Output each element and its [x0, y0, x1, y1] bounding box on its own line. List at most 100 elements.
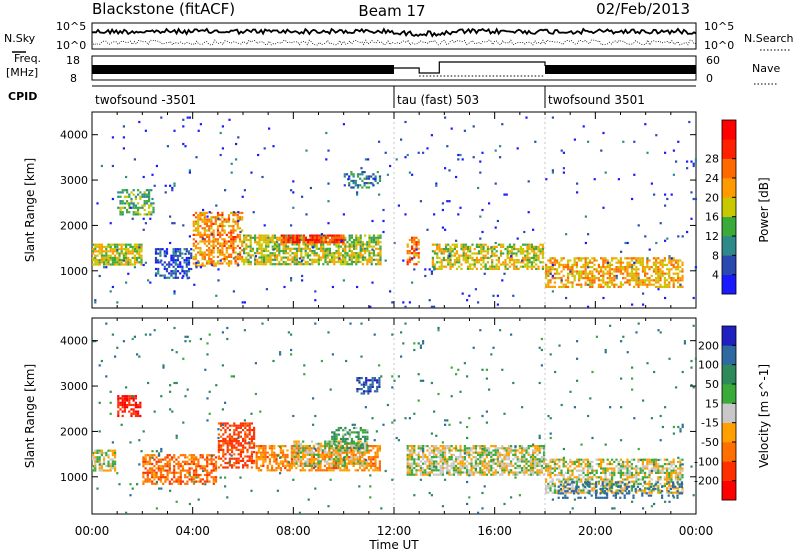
scatter-cell	[374, 175, 377, 178]
scatter-cell	[216, 247, 220, 250]
scatter-cell	[335, 460, 338, 463]
scatter-cell	[148, 471, 152, 474]
scatter-cell	[537, 245, 540, 248]
scatter-cell	[223, 220, 226, 223]
scatter-cell	[356, 186, 360, 189]
scatter-cell	[530, 267, 533, 270]
scatter-cell	[313, 252, 316, 255]
scatter-cell	[334, 467, 337, 470]
scatter-cell	[123, 395, 126, 398]
scatter-cell	[503, 453, 506, 456]
scatter-cell	[295, 451, 298, 454]
scatter-cell	[547, 272, 550, 275]
scatter-cell	[139, 195, 142, 198]
scatter-cell	[333, 254, 336, 257]
scatter-cell	[195, 456, 198, 459]
scatter-cell	[295, 442, 298, 445]
scatter-cell	[373, 178, 376, 181]
scatter-cell	[670, 277, 673, 280]
scatter-cell	[358, 381, 361, 384]
scatter-cell	[293, 464, 296, 467]
scatter-cell	[677, 261, 680, 264]
scatter-cell	[181, 265, 184, 268]
scatter-cell	[245, 260, 248, 264]
scatter-cell	[133, 254, 136, 257]
scatter-cell	[483, 451, 486, 454]
scatter-cell	[175, 480, 178, 483]
scatter-cell	[176, 270, 180, 273]
scatter-cell	[119, 213, 122, 216]
scatter-cell	[308, 464, 311, 467]
scatter-cell	[357, 243, 360, 246]
scatter-cell	[541, 252, 544, 255]
scatter-cell	[186, 116, 189, 119]
scatter-cell	[369, 385, 372, 388]
scatter-cell	[264, 456, 267, 459]
scatter-cell	[310, 458, 314, 461]
scatter-cell	[513, 267, 516, 270]
scatter-cell	[251, 254, 254, 257]
scatter-cell	[129, 263, 132, 266]
scatter-cell	[494, 449, 497, 452]
scatter-cell	[184, 456, 187, 459]
y-tick-label: 1000	[60, 265, 88, 278]
scatter-cell	[219, 218, 222, 221]
scatter-cell	[430, 462, 433, 465]
scatter-cell	[479, 460, 482, 463]
scatter-cell	[637, 224, 640, 227]
scatter-cell	[192, 473, 196, 477]
scatter-cell	[355, 236, 358, 239]
scatter-cell	[278, 263, 281, 266]
scatter-cell	[311, 236, 314, 239]
scatter-cell	[652, 263, 655, 266]
scatter-cell	[558, 277, 561, 280]
scatter-cell	[503, 272, 506, 275]
scatter-cell	[287, 241, 290, 244]
scatter-cell	[624, 270, 627, 273]
scatter-cell	[134, 406, 137, 409]
scatter-cell	[340, 239, 343, 242]
scatter-cell	[461, 467, 464, 470]
scatter-cell	[199, 247, 202, 250]
scatter-cell	[239, 459, 242, 462]
scatter-cell	[332, 462, 336, 465]
scatter-cell	[234, 255, 237, 258]
scatter-cell	[361, 249, 364, 253]
scatter-cell	[331, 238, 334, 242]
scatter-cell	[503, 467, 506, 470]
scatter-cell	[589, 270, 592, 273]
scatter-cell	[331, 260, 334, 264]
scatter-cell	[322, 247, 325, 250]
scatter-cell	[160, 259, 163, 262]
scatter-cell	[344, 252, 347, 255]
scatter-cell	[164, 191, 167, 194]
scatter-cell	[484, 265, 487, 268]
scatter-cell	[150, 189, 153, 192]
scatter-cell	[328, 456, 331, 459]
scatter-cell	[344, 440, 347, 443]
scatter-cell	[105, 266, 108, 269]
scatter-cell	[384, 259, 387, 262]
scatter-cell	[361, 241, 364, 244]
scatter-cell	[659, 277, 662, 280]
scatter-cell	[681, 268, 684, 271]
scatter-cell	[286, 460, 289, 463]
scatter-cell	[337, 440, 340, 443]
scatter-cell	[477, 445, 480, 448]
scatter-cell	[342, 213, 345, 216]
scatter-cell	[462, 250, 465, 253]
scatter-cell	[371, 379, 374, 382]
scatter-cell	[463, 447, 466, 450]
scatter-cell	[136, 256, 139, 259]
scatter-cell	[635, 272, 638, 275]
scatter-cell	[490, 451, 493, 454]
scatter-cell	[161, 248, 164, 251]
scatter-cell	[604, 259, 607, 262]
scatter-cell	[224, 462, 227, 465]
scatter-cell	[350, 458, 353, 461]
scatter-cell	[300, 254, 303, 257]
scatter-cell	[541, 267, 544, 270]
scatter-cell	[153, 471, 156, 474]
scatter-cell	[356, 377, 359, 380]
scatter-cell	[179, 462, 182, 466]
